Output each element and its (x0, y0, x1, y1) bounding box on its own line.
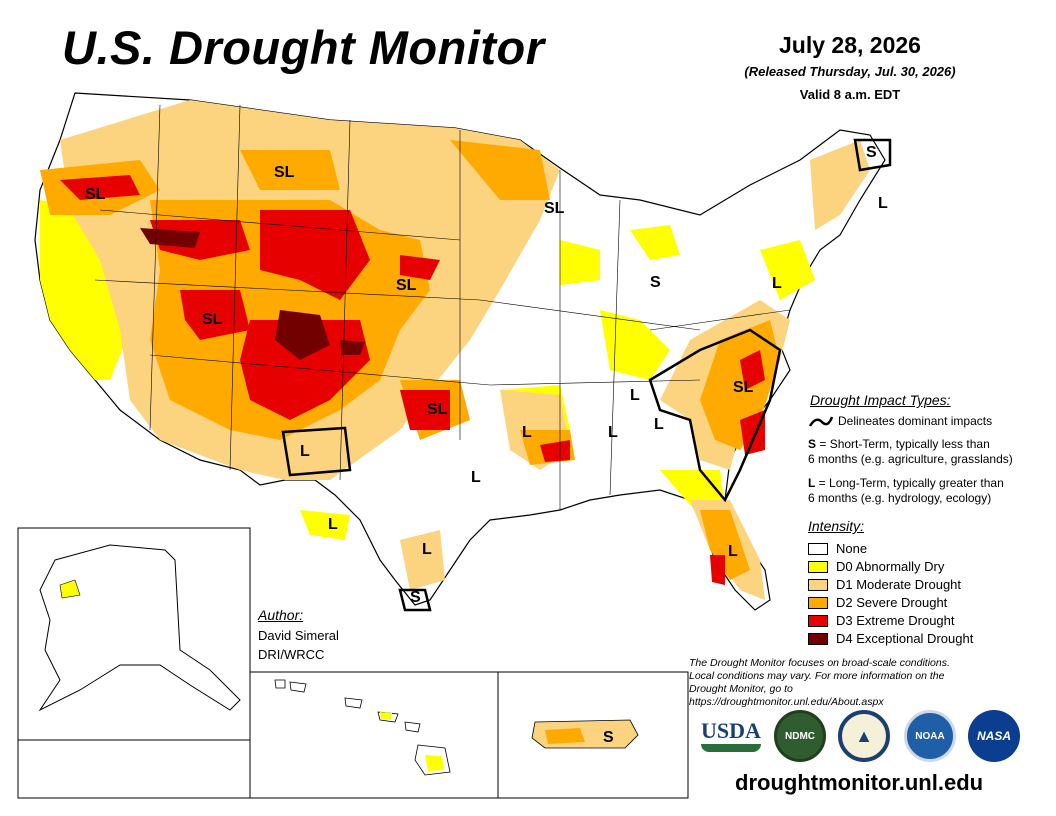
impact-label: L (522, 424, 532, 441)
map-date: July 28, 2026 (779, 32, 921, 58)
d4-areas (140, 228, 365, 360)
hawaii-inset-frame (249, 671, 499, 799)
impact-labels: SL SL SL SL SL SL SL S S S S L L L L L L… (85, 144, 888, 746)
impact-label: SL (733, 379, 754, 396)
usda-logo: USDA (700, 718, 762, 758)
nasa-logo: NASA (968, 710, 1020, 762)
state-lines (94, 104, 791, 510)
impact-label: L (772, 275, 782, 292)
valid-time: Valid 8 a.m. EDT (799, 87, 901, 102)
short-term-def: S = Short-Term, typically less than (808, 437, 990, 451)
release-date: (Released Thursday, Jul. 30, 2026) (744, 64, 956, 79)
delineates-text: Delineates dominant impacts (838, 414, 993, 428)
doi-seal-logo: ▲ (838, 710, 890, 762)
author-org: DRI/WRCC (258, 647, 325, 662)
impact-boundaries (281, 138, 892, 612)
impact-label: L (630, 387, 640, 404)
long-term-def-2: 6 months (e.g. hydrology, ecology) (808, 491, 992, 505)
impact-label: L (608, 424, 618, 441)
legend-d1: D1 Moderate Drought (808, 576, 961, 593)
alaska-outline (38, 544, 241, 712)
map-title: U.S. Drought Monitor (62, 21, 545, 74)
impact-types-heading: Drought Impact Types: (810, 392, 951, 408)
impact-label: L (422, 541, 432, 558)
impact-label: S (410, 589, 421, 606)
impact-label: SL (427, 401, 448, 418)
impact-label: SL (396, 277, 417, 294)
impact-label: S (866, 144, 877, 161)
legend-d2: D2 Severe Drought (808, 594, 947, 611)
impact-boundary-icon (808, 416, 834, 427)
legend-d0: D0 Abnormally Dry (808, 558, 944, 575)
impact-label: L (328, 516, 338, 533)
website-url[interactable]: droughtmonitor.unl.edu (735, 770, 984, 795)
impact-label: L (471, 469, 481, 486)
impact-label: SL (85, 186, 106, 203)
impact-label: L (728, 543, 738, 560)
info-note: The Drought Monitor focuses on broad-sca… (689, 657, 950, 708)
author-heading: Author: (258, 607, 304, 623)
legend-none: None (808, 540, 867, 557)
legend-d4: D4 Exceptional Drought (808, 630, 973, 647)
impact-label: SL (544, 200, 565, 217)
impact-label: SL (202, 311, 223, 328)
noaa-logo: NOAA (904, 710, 956, 762)
impact-label: S (603, 729, 614, 746)
short-term-def-2: 6 months (e.g. agriculture, grasslands) (808, 452, 1013, 466)
impact-label: L (878, 195, 888, 212)
impact-label: L (300, 443, 310, 460)
impact-label: S (650, 274, 661, 291)
intensity-heading: Intensity: (808, 518, 865, 534)
d3-areas (60, 175, 765, 585)
impact-label: L (654, 416, 664, 433)
ndmc-logo: NDMC (774, 710, 826, 762)
author-name: David Simeral (258, 628, 339, 643)
long-term-def: L = Long-Term, typically greater than (808, 476, 1004, 490)
legend-d3: D3 Extreme Drought (808, 612, 955, 629)
impact-label: SL (274, 164, 295, 181)
